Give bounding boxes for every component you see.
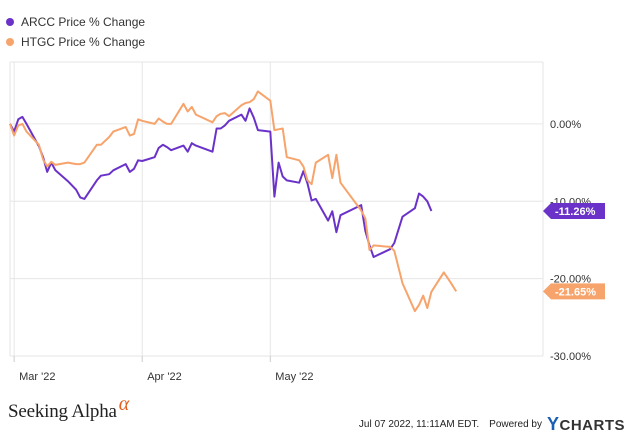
- y-tick-label: -20.00%: [550, 274, 591, 286]
- ycharts-y: Y: [546, 414, 560, 434]
- x-tick-label: Mar '22: [19, 371, 55, 383]
- y-axis: 0.00%-10.00%-20.00%-30.00%: [550, 119, 591, 363]
- legend-marker-arcc: [6, 18, 14, 26]
- end-flag-htgc: [543, 283, 605, 300]
- alpha-symbol: α: [118, 393, 130, 415]
- end-label-arcc: -11.26%: [555, 206, 596, 218]
- x-tick-label: May '22: [275, 371, 313, 383]
- brand-text: Seeking Alpha: [8, 401, 117, 422]
- legend: ARCC Price % Change HTGC Price % Change: [6, 12, 145, 52]
- legend-label-arcc: ARCC Price % Change: [21, 15, 146, 29]
- seeking-alpha-logo: Seeking Alpha α: [8, 393, 129, 423]
- legend-marker-htgc: [6, 38, 14, 46]
- grid-layer: [9, 61, 544, 357]
- legend-label-htgc: HTGC Price % Change: [21, 35, 146, 49]
- end-labels: -11.26% -21.65%: [543, 203, 605, 300]
- legend-item-arcc: ARCC Price % Change: [6, 12, 145, 32]
- y-tick-label: 0.00%: [550, 119, 581, 131]
- end-label-htgc: -21.65%: [555, 286, 596, 298]
- series-layer: [9, 90, 458, 313]
- footer-attribution: Jul 07 2022, 11:11AM EDT. Powered by YCH…: [359, 414, 625, 435]
- powered-by-text: Powered by: [489, 419, 542, 430]
- timestamp: Jul 07 2022, 11:11AM EDT.: [358, 419, 480, 430]
- x-tick-label: Apr '22: [147, 371, 182, 383]
- y-tick-label: -30.00%: [550, 351, 591, 363]
- ycharts-text: CHARTS: [559, 417, 625, 434]
- ycharts-logo: YCHARTS: [547, 414, 625, 435]
- end-flag-arcc: [543, 203, 605, 220]
- x-axis: Mar '22 Apr '22 May '22: [13, 356, 313, 383]
- series-line-htgc: [9, 90, 458, 313]
- legend-item-htgc: HTGC Price % Change: [6, 32, 145, 52]
